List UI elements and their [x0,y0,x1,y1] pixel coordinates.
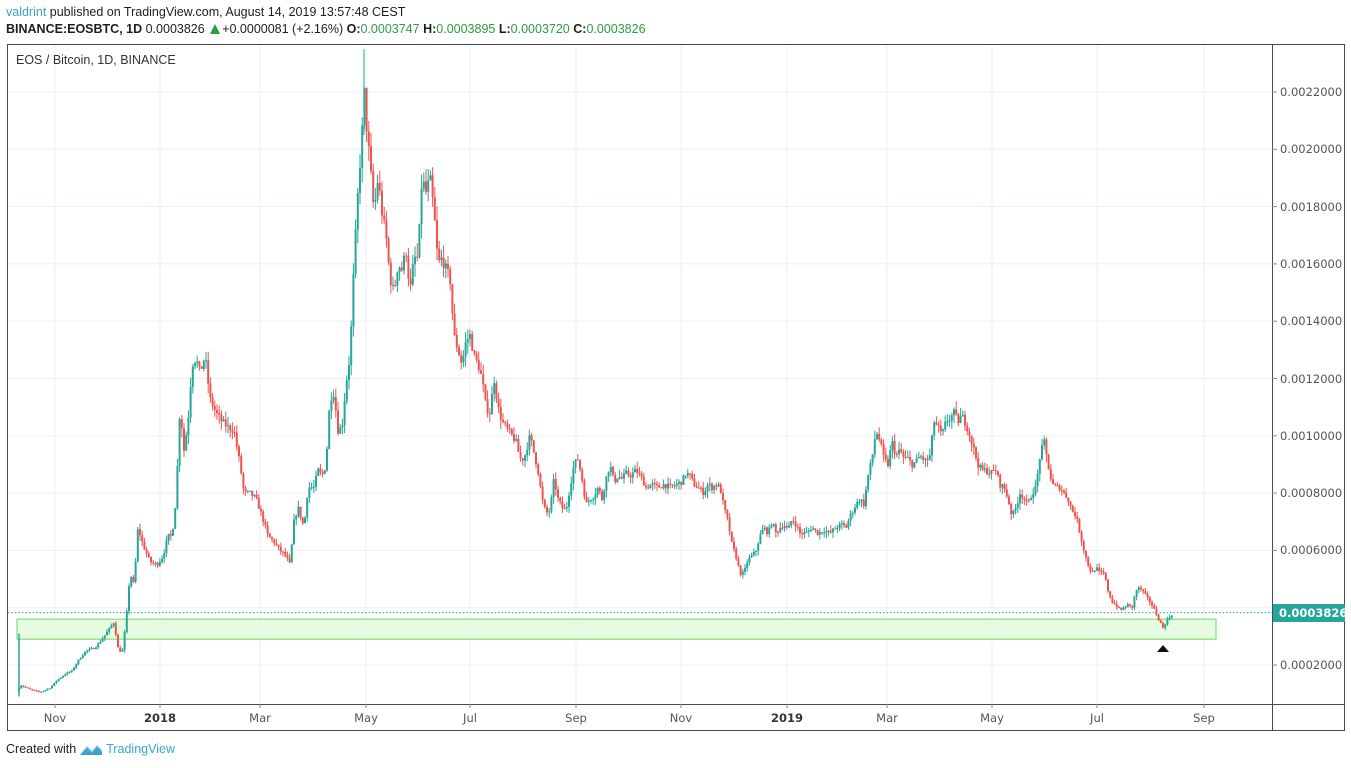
time-tick-label: 2019 [770,711,804,725]
author-link[interactable]: valdrint [6,5,47,19]
current-price-label: 0.0003826 [1273,604,1347,622]
time-tick-label: 2018 [143,711,177,725]
tradingview-brand-link[interactable]: TradingView [106,742,175,756]
time-tick-label: May [980,711,1004,725]
low-label: L: [498,22,511,36]
time-tick-label: Sep [1193,711,1215,725]
time-tick-label: Nov [669,711,693,725]
created-with-text: Created with [6,742,77,756]
last-price: 0.0003826 [145,22,205,36]
price-tick-label: 0.0016000 [1280,256,1343,271]
price-tick-label: 0.0018000 [1280,199,1343,214]
footer: Created with TradingView [6,742,175,756]
time-tick-label: Mar [876,711,898,725]
price-tick-label: 0.0012000 [1280,371,1343,386]
time-tick-label: Jul [1090,711,1104,725]
chart-legend: EOS / Bitcoin, 1D, BINANCE [16,53,176,67]
publish-info: valdrint published on TradingView.com, A… [6,5,405,19]
high-value: 0.0003895 [436,22,496,36]
low-value: 0.0003720 [510,22,570,36]
price-tick-label: 0.0008000 [1280,486,1343,501]
price-tick-label: 0.0022000 [1280,85,1343,99]
open-label: O: [346,22,361,36]
price-change: +0.0000081 (+2.16%) [222,22,344,36]
price-tick-label: 0.0014000 [1280,314,1343,329]
time-tick-label: May [354,711,378,725]
price-tick-label: 0.0006000 [1280,543,1343,558]
price-tick-label: 0.0010000 [1280,428,1343,443]
tradingview-logo-icon [80,745,103,755]
open-value: 0.0003747 [360,22,420,36]
symbol: BINANCE:EOSBTC, 1D [6,22,143,36]
up-triangle-icon [210,24,221,34]
close-label: C: [573,22,587,36]
time-tick-label: Sep [565,711,587,725]
high-label: H: [423,22,437,36]
close-value: 0.0003826 [586,22,646,36]
price-tick-label: 0.0020000 [1280,142,1343,157]
time-tick-label: Nov [43,711,67,725]
chart-frame [7,44,1345,731]
published-text: published on TradingView.com, August 14,… [49,5,406,19]
time-tick-label: Mar [249,711,271,725]
ohlc-bar: BINANCE:EOSBTC, 1D 0.0003826 +0.0000081 … [6,22,646,36]
price-tick-label: 0.0002000 [1280,658,1343,672]
time-tick-label: Jul [463,711,477,725]
